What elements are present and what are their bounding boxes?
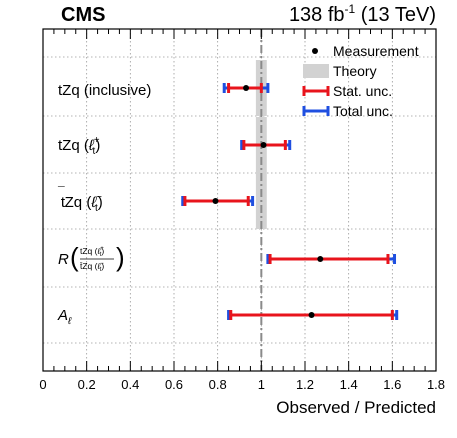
- legend-total-swatch: [302, 106, 330, 116]
- x-tick-label: 1.4: [340, 377, 358, 392]
- x-tick-label: 1: [258, 377, 265, 392]
- x-tick-label: 0.4: [121, 377, 139, 392]
- row-label-top: tZq (ℓ+ t): [58, 135, 100, 157]
- x-tick-label: 0: [39, 377, 46, 392]
- legend-stat-swatch: [302, 86, 330, 96]
- x-axis-title: Observed / Predicted: [276, 398, 436, 417]
- row-labels: tZq (inclusive) tZq (ℓ+ t) t¯Zq (ℓ− t) R (…: [57, 82, 151, 327]
- legend-measurement-marker: [312, 48, 318, 54]
- legend-total-label: Total unc.: [333, 103, 393, 119]
- legend: Measurement Theory Stat. unc. Total unc.: [302, 43, 419, 119]
- legend-measurement-label: Measurement: [333, 43, 419, 59]
- x-tick-label: 1.8: [427, 377, 445, 392]
- measurement-point: [260, 142, 267, 148]
- measurement-point: [317, 256, 324, 262]
- measurement-row-4: [266, 254, 397, 264]
- measurement-row-2: [240, 140, 292, 150]
- x-tick-label: 0.6: [165, 377, 183, 392]
- legend-stat-label: Stat. unc.: [333, 83, 392, 99]
- row-label-antitop: t¯Zq (ℓ− t): [57, 184, 103, 214]
- row-label-inclusive: tZq (inclusive): [58, 82, 151, 99]
- x-tick-label: 0.8: [209, 377, 227, 392]
- plot-frame: [42, 28, 437, 372]
- experiment-label: CMS: [61, 4, 105, 26]
- measurement-point: [212, 198, 219, 204]
- measurement-row-5: [227, 310, 399, 320]
- row-label-ratio: R ( tZq (ℓ+ t) t̄Zq (ℓ− t) ): [58, 242, 125, 273]
- svg-text:R: R: [58, 251, 69, 268]
- measurement-point: [243, 85, 250, 91]
- x-tick-label: 1.2: [296, 377, 314, 392]
- svg-text:): ): [116, 242, 125, 272]
- x-tick-label: 1.6: [383, 377, 401, 392]
- x-tick-label: 0.2: [78, 377, 96, 392]
- data-points: [181, 83, 399, 320]
- measurement-row-1: [222, 83, 270, 93]
- svg-text:t̄Zq (ℓ−t): t̄Zq (ℓ− t): [79, 261, 104, 273]
- legend-theory-swatch: [303, 64, 329, 78]
- svg-text:(: (: [70, 242, 79, 272]
- legend-theory-label: Theory: [333, 63, 377, 79]
- svg-text:tZq (ℓ+t): tZq (ℓ+ t): [80, 246, 104, 258]
- x-axis: 0 0.2 0.4 0.6 0.8 1 1.2 1.4 1.6 1.8: [39, 29, 445, 392]
- row-label-asymmetry: Aℓ: [57, 307, 72, 327]
- luminosity-label: 138 fb-1 (13 TeV): [289, 2, 436, 26]
- measurement-row-3: [181, 196, 255, 206]
- measurement-point: [308, 312, 315, 318]
